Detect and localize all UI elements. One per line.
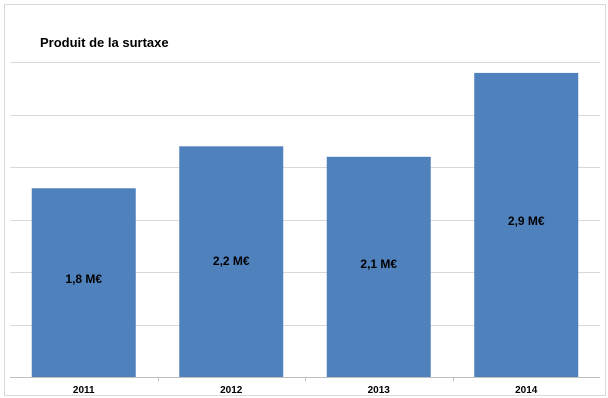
bar-2011 [31,188,136,377]
chart-title: Produit de la surtaxe [40,35,169,50]
bar-2012 [179,146,284,377]
x-tick-label-2012: 2012 [220,385,243,396]
data-label-2011: 1,8 M€ [65,272,102,286]
x-tick-label-2011: 2011 [73,385,95,396]
data-label-2012: 2,2 M€ [213,254,250,268]
data-label-2014: 2,9 M€ [508,214,545,228]
x-tick-label-2014: 2014 [515,385,538,396]
x-tick-label-2013: 2013 [368,385,391,396]
bar-2013 [326,156,431,377]
bar-2014 [474,72,579,378]
data-label-2013: 2,1 M€ [360,257,397,271]
